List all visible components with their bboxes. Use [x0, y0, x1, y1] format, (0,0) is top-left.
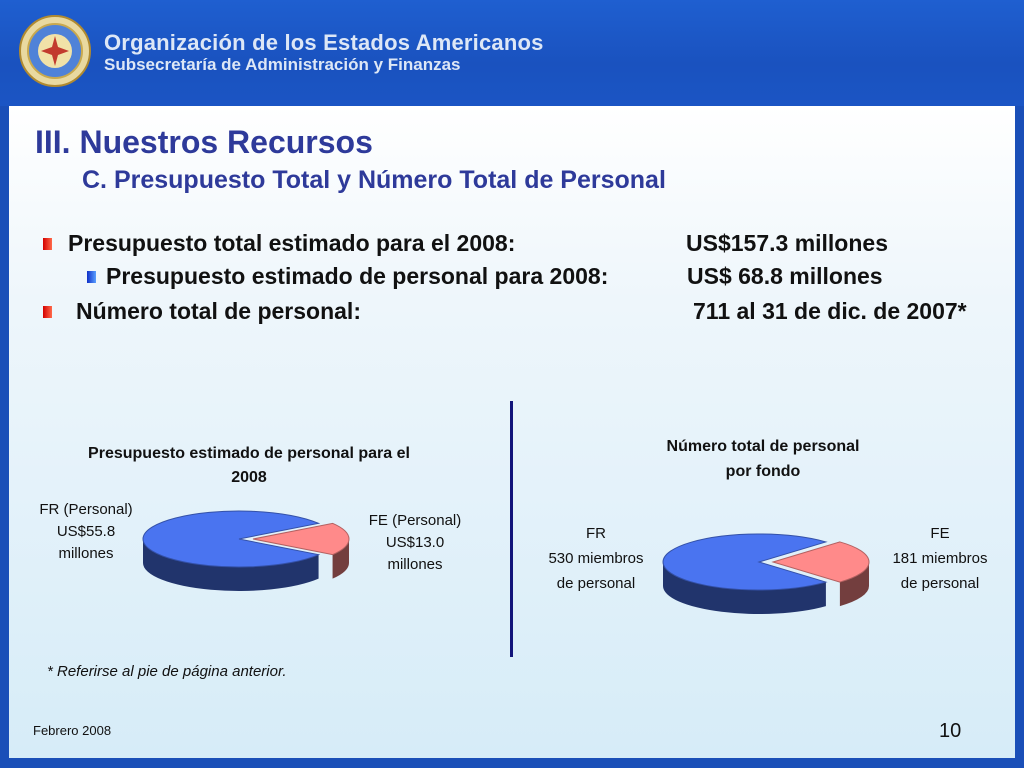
- header-banner: Organización de los Estados Americanos S…: [0, 0, 1024, 106]
- bullet-value-total-budget: US$157.3 millones: [686, 230, 888, 256]
- bullet-red-icon: [43, 238, 52, 250]
- chart1-pie: [142, 510, 350, 591]
- chart2-slice-fe: [771, 541, 870, 583]
- org-name: Organización de los Estados Americanos: [104, 30, 544, 55]
- bullet-red-icon: [43, 306, 52, 318]
- chart1-label-fe-line1: FE (Personal): [368, 512, 462, 529]
- chart1-slice-fe: [252, 522, 350, 556]
- page-number: 10: [939, 720, 962, 742]
- oas-emblem-icon: [19, 15, 91, 87]
- chart2-pie: [662, 533, 870, 614]
- chart2-label-fe-line1: FE: [930, 525, 950, 542]
- chart2-label-fr-line3: de personal: [556, 575, 636, 592]
- bullet-blue-icon: [87, 271, 96, 283]
- chart1-label-fr-line2: US$55.8: [56, 523, 116, 540]
- chart1-label-fr-line3: millones: [58, 545, 114, 562]
- chart1-title-line1: Presupuesto estimado de personal para el: [88, 445, 410, 462]
- chart1-label-fr: FR (Personal) US$55.8 millones: [27, 499, 145, 565]
- chart1-slice-fr: [142, 510, 321, 568]
- slide-panel: III. Nuestros Recursos C. Presupuesto To…: [9, 106, 1015, 758]
- chart2-label-fe-line2: 181 miembros: [892, 550, 988, 567]
- chart2-slice-fr-side: [663, 562, 826, 614]
- chart1-slice-fr-side: [143, 539, 319, 591]
- bullet-label-total-staff: Número total de personal:: [76, 298, 361, 324]
- chart1-title: Presupuesto estimado de personal para el…: [69, 442, 429, 490]
- chart2-label-fr-line1: FR: [586, 525, 606, 542]
- chart1-label-fe-line3: millones: [387, 556, 443, 573]
- bullet-value-total-staff: 711 al 31 de dic. de 2007*: [693, 298, 967, 324]
- chart2-slice-fr: [662, 533, 828, 591]
- chart2-label-fr: FR 530 miembros de personal: [539, 521, 653, 596]
- bullet-label-personnel-budget: Presupuesto estimado de personal para 20…: [106, 263, 609, 289]
- org-subtitle: Subsecretaría de Administración y Finanz…: [104, 55, 461, 74]
- chart2-label-fr-line2: 530 miembros: [548, 550, 644, 567]
- slide-title: III. Nuestros Recursos: [35, 124, 373, 160]
- chart2-title: Número total de personal por fondo: [603, 434, 923, 484]
- chart-divider: [510, 401, 513, 657]
- chart2-label-fe: FE 181 miembros de personal: [883, 521, 997, 596]
- chart1-label-fe: FE (Personal) US$13.0 millones: [359, 510, 471, 576]
- chart2-title-line2: por fondo: [725, 463, 801, 480]
- chart2-label-fe-line3: de personal: [900, 575, 980, 592]
- date-label: Febrero 2008: [33, 723, 112, 738]
- bullet-value-personnel-budget: US$ 68.8 millones: [687, 263, 883, 289]
- bullet-label-total-budget: Presupuesto total estimado para el 2008:: [68, 230, 516, 256]
- footnote: * Referirse al pie de página anterior.: [47, 663, 287, 680]
- chart1-label-fe-line2: US$13.0: [385, 534, 445, 551]
- chart1-label-fr-line1: FR (Personal): [39, 501, 133, 518]
- slide-subtitle: C. Presupuesto Total y Número Total de P…: [82, 166, 666, 194]
- footer-bar: [0, 758, 1024, 768]
- chart1-slice-fe-side: [332, 539, 349, 579]
- chart1-title-line2: 2008: [231, 469, 267, 486]
- chart2-title-line1: Número total de personal: [666, 438, 860, 455]
